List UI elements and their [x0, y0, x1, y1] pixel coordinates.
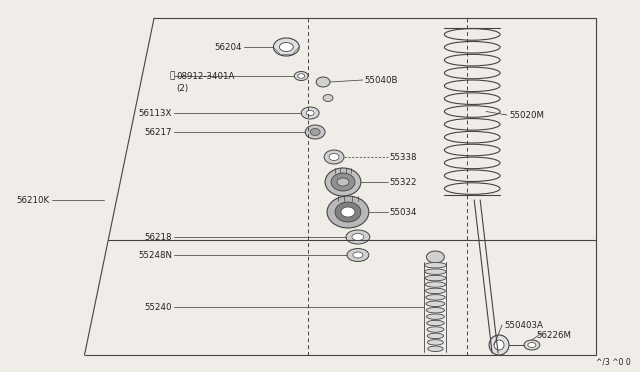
Ellipse shape	[306, 110, 314, 115]
Text: ^/3 ^0 0: ^/3 ^0 0	[596, 357, 631, 366]
Ellipse shape	[337, 178, 349, 186]
Ellipse shape	[424, 263, 446, 268]
Text: 55034: 55034	[390, 208, 417, 217]
Ellipse shape	[352, 234, 364, 241]
Ellipse shape	[341, 207, 355, 217]
Ellipse shape	[325, 168, 361, 196]
Ellipse shape	[298, 74, 305, 78]
Ellipse shape	[279, 42, 293, 51]
Ellipse shape	[426, 308, 445, 313]
Ellipse shape	[346, 230, 370, 244]
Ellipse shape	[353, 252, 363, 258]
Text: Ⓝ: Ⓝ	[170, 71, 175, 80]
Ellipse shape	[528, 343, 536, 347]
Ellipse shape	[331, 173, 355, 191]
Ellipse shape	[425, 269, 446, 275]
Ellipse shape	[428, 333, 444, 339]
Text: 55248N: 55248N	[138, 250, 172, 260]
Text: 08912-3401A: 08912-3401A	[176, 71, 234, 80]
Ellipse shape	[316, 77, 330, 87]
Ellipse shape	[327, 196, 369, 228]
Text: 56113X: 56113X	[139, 109, 172, 118]
Text: 550403A: 550403A	[504, 321, 543, 330]
Ellipse shape	[273, 38, 300, 56]
Text: 55338: 55338	[390, 153, 417, 161]
Ellipse shape	[428, 346, 443, 352]
Ellipse shape	[335, 202, 361, 222]
Text: 56210K: 56210K	[17, 196, 50, 205]
Ellipse shape	[347, 248, 369, 262]
Circle shape	[489, 335, 509, 355]
Text: 55322: 55322	[390, 177, 417, 186]
Ellipse shape	[323, 94, 333, 102]
Ellipse shape	[426, 314, 444, 320]
Text: 56217: 56217	[145, 128, 172, 137]
Text: 56204: 56204	[214, 42, 241, 51]
Ellipse shape	[310, 128, 320, 135]
Ellipse shape	[427, 327, 444, 332]
Text: 55020M: 55020M	[509, 110, 544, 119]
Ellipse shape	[329, 154, 339, 160]
Ellipse shape	[426, 251, 444, 263]
Text: 56218: 56218	[145, 232, 172, 241]
Ellipse shape	[294, 71, 308, 80]
Ellipse shape	[428, 340, 444, 345]
Ellipse shape	[426, 288, 445, 294]
Circle shape	[494, 340, 504, 350]
Ellipse shape	[524, 340, 540, 350]
Ellipse shape	[427, 320, 444, 326]
Ellipse shape	[301, 107, 319, 119]
Text: (2): (2)	[176, 83, 188, 93]
Ellipse shape	[426, 301, 445, 307]
Ellipse shape	[324, 150, 344, 164]
Text: 55040B: 55040B	[365, 76, 398, 84]
Ellipse shape	[305, 125, 325, 139]
Text: 55240: 55240	[145, 302, 172, 311]
Ellipse shape	[425, 275, 446, 281]
Ellipse shape	[426, 295, 445, 300]
Text: 56226M: 56226M	[537, 330, 572, 340]
Ellipse shape	[425, 282, 445, 287]
